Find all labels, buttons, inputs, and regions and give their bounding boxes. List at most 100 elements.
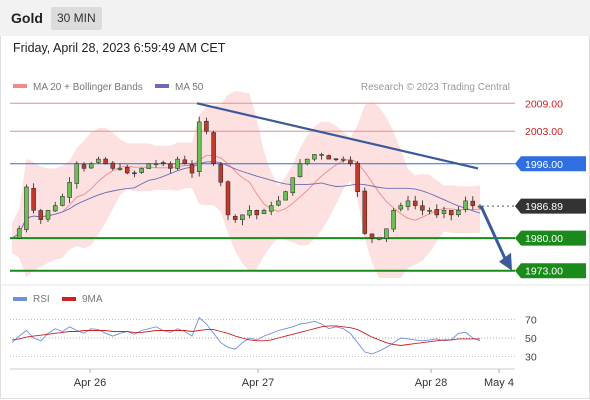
candle-up: [175, 158, 180, 169]
candle-down: [232, 216, 238, 220]
candle-up: [117, 168, 123, 170]
candle-up: [427, 210, 432, 212]
candle-up: [376, 237, 382, 240]
top-bar: Gold 30 MIN: [0, 0, 590, 36]
candle-down: [31, 187, 36, 211]
candle-down: [189, 164, 195, 174]
candle-up: [261, 210, 267, 215]
ma20-line: [11, 155, 481, 239]
level-label-resistance: 2009.00: [525, 98, 563, 110]
candle-up: [45, 210, 51, 220]
candle-down: [326, 155, 332, 160]
candle-up: [268, 205, 274, 212]
candle-down: [160, 162, 166, 165]
x-tick-label: Apr 27: [242, 377, 274, 389]
candle-up: [312, 154, 317, 160]
candle-up: [52, 205, 58, 212]
bollinger-bands: [12, 91, 480, 278]
rsi-panel: 70 50 30: [10, 314, 537, 364]
rsi-legend: RSI 9MA: [13, 294, 103, 305]
ma50-legend-label: MA 50: [175, 82, 204, 93]
candle-down: [412, 200, 418, 206]
trendline: [196, 102, 479, 170]
ma50-line: [11, 161, 481, 239]
candle-down: [211, 132, 216, 164]
candle-up: [283, 191, 288, 201]
level-label-support: 1980.00: [525, 233, 563, 245]
candle-down: [362, 190, 368, 234]
rsi-ma-legend-swatch: [62, 297, 76, 301]
candle-down: [168, 163, 173, 169]
candle-down: [254, 210, 260, 216]
candle-up: [391, 210, 396, 230]
candle-up: [240, 214, 245, 220]
rsi-legend-swatch: [13, 297, 27, 301]
candle-up: [319, 154, 324, 156]
candle-up: [290, 177, 296, 194]
rsi-legend-label: RSI: [33, 294, 50, 305]
candle-down: [348, 160, 353, 165]
symbol-title: Gold: [11, 10, 43, 26]
candle-down: [204, 120, 209, 132]
candle-up: [398, 205, 404, 210]
chart-datetime: Friday, April 28, 2023 6:59:49 AM CET: [13, 41, 226, 55]
candle-up: [24, 186, 29, 230]
level-label-box-support: [515, 230, 586, 246]
candle-down: [470, 200, 476, 206]
candle-up: [146, 163, 152, 169]
trend-annotations: [196, 102, 512, 271]
candle-up: [96, 158, 101, 163]
candle-up: [67, 182, 72, 198]
moving-averages: [11, 155, 481, 239]
rsi-ma-legend-label: 9MA: [82, 294, 103, 305]
level-label-last: 1986.89: [525, 201, 563, 213]
level-label-box-last: [515, 198, 586, 214]
x-tick-label: May 4: [484, 377, 514, 389]
level-label-box-support: [515, 263, 586, 279]
candle-down: [448, 210, 454, 216]
candle-up: [340, 158, 346, 161]
candle-up: [304, 158, 310, 165]
main-legend: MA 20 + Bollinger Bands MA 50 Research ©…: [13, 82, 510, 93]
candle-up: [247, 210, 252, 216]
candle-up: [463, 200, 468, 210]
candle-down: [124, 167, 130, 174]
ma50-legend-swatch: [155, 84, 169, 88]
candle-down: [355, 162, 360, 192]
ma20-legend-label: MA 20 + Bollinger Bands: [33, 82, 143, 93]
x-axis: Apr 26 Apr 27 Apr 28 May 4: [74, 369, 514, 389]
candle-up: [60, 196, 65, 206]
candle-down: [81, 164, 87, 169]
candle-down: [369, 233, 375, 239]
rsi-line: [11, 316, 481, 355]
candle-up: [441, 210, 447, 214]
candle-up: [405, 200, 411, 207]
candle-up: [16, 228, 22, 239]
candle-down: [434, 209, 440, 216]
bollinger-band-area: [12, 91, 480, 278]
timeframe-button[interactable]: 30 MIN: [51, 7, 102, 30]
candle-up: [456, 210, 461, 216]
x-tick-label: Apr 26: [74, 377, 106, 389]
candle-up: [276, 200, 281, 206]
candle-down: [225, 181, 231, 216]
level-label-pivot: 1996.00: [525, 159, 563, 171]
candle-down: [420, 205, 425, 211]
forecast-arrow-line: [479, 205, 508, 262]
candle-up: [297, 163, 303, 178]
candle-down: [333, 158, 339, 161]
candle-up: [196, 121, 202, 172]
rsi-tick-label: 70: [525, 314, 537, 326]
level-label-resistance: 2003.00: [525, 126, 563, 138]
level-labels: 2009.00 2003.00 1996.00 1986.89 1980.00 1973.…: [515, 98, 586, 279]
forecast-arrow-head: [499, 252, 512, 271]
candle-up: [139, 168, 144, 173]
candle-down: [103, 158, 108, 165]
candle-up: [74, 163, 80, 184]
rsi-ma-line: [11, 325, 480, 346]
candle-up: [88, 163, 94, 169]
candle-up: [384, 228, 389, 239]
ma20-legend-swatch: [13, 84, 27, 88]
candle-down: [110, 162, 116, 169]
